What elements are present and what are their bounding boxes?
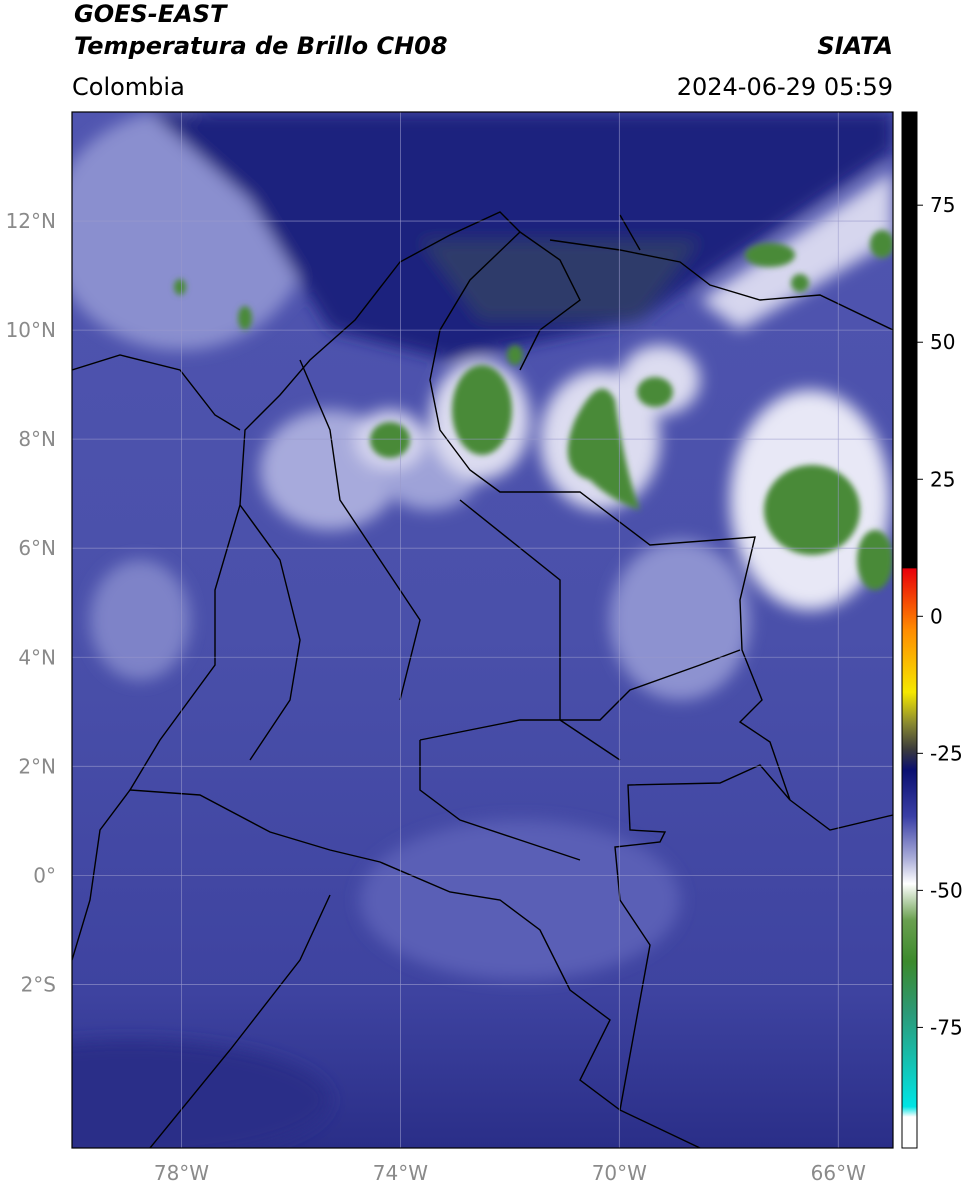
x-tick-label: 74°W — [373, 1161, 428, 1185]
y-tick-label: 6°N — [18, 536, 56, 560]
subtitle: Temperatura de Brillo CH08 — [74, 32, 448, 60]
x-tick-label: 70°W — [592, 1161, 647, 1185]
y-tick-label: 12°N — [6, 209, 56, 233]
y-tick-label: 2°S — [21, 972, 56, 996]
colorbar-tick-label: 0 — [930, 604, 943, 628]
colorbar-tick-label: 25 — [930, 467, 955, 491]
x-tick-label: 66°W — [811, 1161, 866, 1185]
colorbar-tick-label: 50 — [930, 330, 955, 354]
title: GOES-EAST — [74, 0, 228, 28]
y-tick-label: 2°N — [18, 754, 56, 778]
grid — [72, 112, 893, 1148]
x-tick-label: 78°W — [154, 1161, 209, 1185]
y-tick-label: 0° — [33, 863, 56, 887]
y-tick-label: 8°N — [18, 427, 56, 451]
colorbar-tick-label: -75 — [930, 1015, 963, 1039]
datetime: 2024-06-29 05:59 — [677, 73, 893, 101]
colorbar-tick-label: -25 — [930, 741, 963, 765]
map-frame — [71, 111, 894, 1149]
satellite-image — [72, 112, 893, 1148]
y-tick-label: 4°N — [18, 645, 56, 669]
source: SIATA — [817, 32, 893, 60]
colorbar — [901, 111, 918, 1149]
colorbar-tick-label: -50 — [930, 878, 963, 902]
colorbar-tick-label: 75 — [930, 193, 955, 217]
y-tick-label: 10°N — [6, 318, 56, 342]
region: Colombia — [72, 73, 185, 101]
colorbar-ticks: 75 50 25 0 -25 -50 -75 — [917, 193, 963, 1039]
